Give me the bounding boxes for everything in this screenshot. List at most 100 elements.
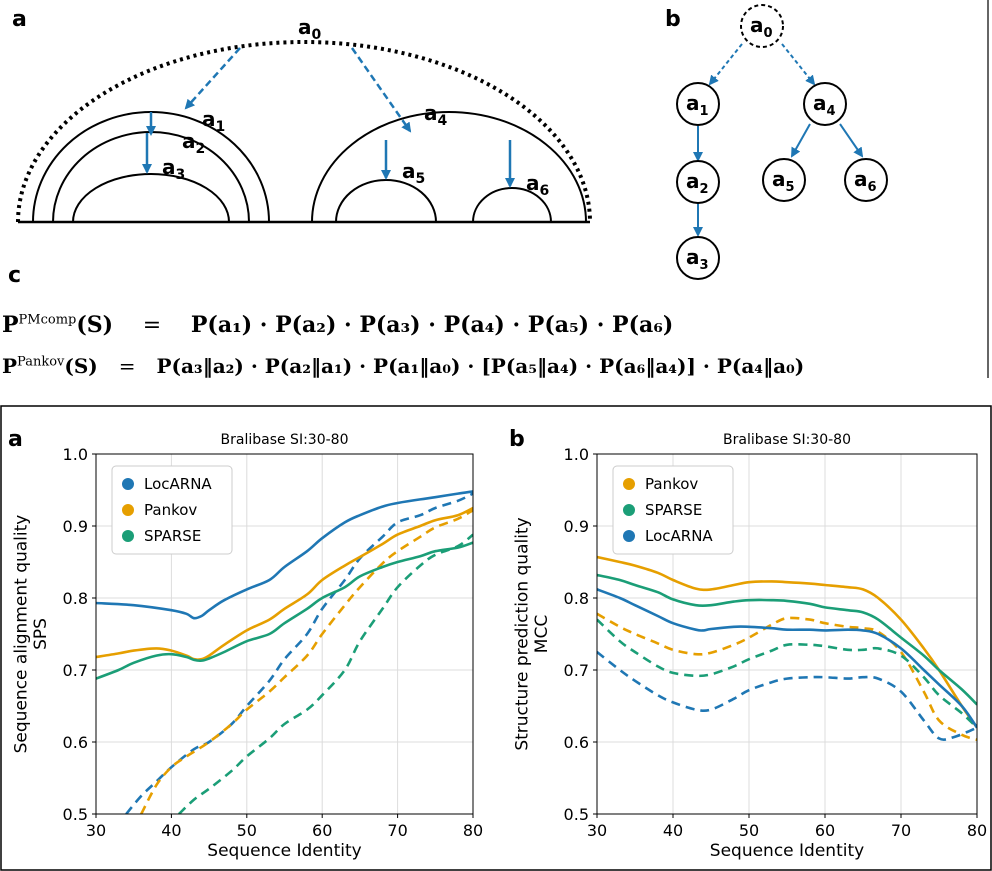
x-tick-label: 70: [387, 821, 407, 840]
series-line-sparse-solid: [597, 573, 977, 706]
legend-label: Pankov: [645, 475, 698, 493]
arc-a5: [335, 179, 437, 223]
arrow-a0-a4: [350, 47, 412, 133]
panel-label: a: [8, 427, 23, 452]
legend-marker: [623, 530, 635, 542]
arc-a2: [52, 131, 250, 223]
arc-label-a6: a6: [526, 171, 549, 199]
y-tick-label: 0.6: [564, 733, 589, 752]
tree-edge-a0-a1: [708, 43, 743, 86]
arc-labels: a0 a1 a2 a3 a4 a5 a6: [162, 15, 549, 199]
y-axis-label: Sequence alignment qualitySPS: [12, 515, 52, 754]
arc-arrows: [142, 47, 515, 188]
y-tick-label: 1.0: [63, 445, 88, 464]
y-axis-label-line2: SPS: [31, 618, 51, 650]
y-tick-label: 0.8: [564, 589, 589, 608]
tree-edge-a4-a6: [839, 123, 864, 158]
y-tick-label: 1.0: [564, 445, 589, 464]
legend-marker: [122, 530, 134, 542]
y-tick-label: 0.9: [63, 517, 88, 536]
x-tick-label: 80: [463, 821, 483, 840]
panel-label: b: [509, 427, 525, 452]
y-axis-label-line2: MCC: [532, 615, 552, 653]
x-tick-label: 40: [663, 821, 683, 840]
chart-sps: 30 40 50 60 70 80 0.5 0.6 0.7 0.8 0.9 1.0 Bralibase …: [8, 427, 483, 861]
bottom-figure-border: [0, 405, 992, 871]
axes-frame: [95, 453, 474, 815]
top-figure: a b c a0 a1 a2 a3 a4 a5 a6: [8, 0, 989, 378]
bottom-figure: 30 40 50 60 70 80 0.5 0.6 0.7 0.8 0.9 1.0 Bralibase …: [0, 405, 992, 871]
tree-label-a6: a6: [854, 167, 877, 195]
y-tick-label: 0.7: [63, 661, 88, 680]
chart-title: Bralibase SI:30-80: [723, 432, 851, 448]
legend-label: LocARNA: [645, 527, 713, 545]
x-tick-label: 80: [967, 821, 987, 840]
arc-diagram: [16, 40, 592, 224]
arc-label-a5: a5: [402, 159, 425, 187]
y-tick-label: 0.8: [63, 589, 88, 608]
x-tick-label: 60: [312, 821, 332, 840]
tree-edge-a4-a5: [791, 123, 811, 158]
tree-label-a4: a4: [813, 91, 836, 119]
axes-frame: [596, 453, 978, 815]
tree-label-a3: a3: [686, 245, 709, 273]
tree-label-a0: a0: [750, 13, 773, 41]
tree-node-a1: [676, 82, 720, 126]
series-line-locarna-dashed: [125, 492, 473, 814]
legend-box: [111, 465, 233, 555]
series-line-sparse-dashed: [597, 618, 977, 729]
series-line-pankov-solid: [96, 506, 473, 661]
x-tick-label: 50: [237, 821, 257, 840]
tree-node-a2: [676, 160, 720, 204]
y-axis-label-line1: Structure prediction quality: [513, 517, 533, 750]
x-axis-label: Sequence Identity: [710, 841, 864, 861]
tree-node-a6: [844, 158, 888, 202]
tree-node-a5: [762, 158, 806, 202]
tree-label-a1: a1: [686, 91, 709, 119]
arrow-a0-a1: [184, 47, 241, 110]
tree-node-a0: [740, 4, 784, 48]
x-tick-label: 30: [587, 821, 607, 840]
y-tick-label: 0.9: [564, 517, 589, 536]
arc-label-a1: a1: [202, 107, 225, 135]
legend-marker: [122, 504, 134, 516]
legend-marker: [122, 478, 134, 490]
legend-label: Pankov: [144, 501, 197, 519]
series-group: [96, 490, 473, 814]
y-tick-label: 0.5: [564, 805, 589, 824]
y-tick-label: 0.6: [63, 733, 88, 752]
series-line-pankov-solid: [597, 555, 977, 729]
legend-label: LocARNA: [144, 475, 212, 493]
tree-label-a2: a2: [686, 169, 709, 197]
tree-node-a3: [676, 236, 720, 280]
arc-label-a4: a4: [424, 101, 448, 129]
arc-a3: [72, 173, 230, 223]
equation-pmcomp: PPMcomp(S) = P(a₁) · P(a₂) · P(a₃) · P(a…: [2, 312, 674, 338]
series-line-locarna-dashed: [597, 650, 977, 741]
x-tick-label: 50: [739, 821, 759, 840]
y-axis-label: Structure prediction qualityMCC: [513, 517, 553, 750]
series-line-locarna-solid: [597, 588, 977, 729]
panel-label-c-top: c: [8, 263, 21, 288]
x-tick-label: 60: [815, 821, 835, 840]
tree-label-a5: a5: [772, 167, 795, 195]
series-group: [597, 555, 977, 742]
x-tick-label: 70: [891, 821, 911, 840]
legend-box: [612, 465, 734, 555]
chart-mcc: 30 40 50 60 70 80 0.5 0.6 0.7 0.8 0.9 1.0 Bralibase …: [509, 427, 987, 861]
x-tick-label: 40: [161, 821, 181, 840]
series-line-sparse-solid: [96, 541, 473, 680]
arc-label-a0: a0: [298, 15, 322, 43]
tree-edge-a0-a4: [781, 43, 816, 86]
series-line-pankov-dashed: [140, 509, 473, 814]
tree-diagram: a0 a1 a4 a2 a5 a6 a3: [676, 4, 888, 280]
tree-node-a4: [803, 82, 847, 126]
series-line-sparse-dashed: [178, 533, 473, 814]
arc-label-a2: a2: [182, 129, 205, 157]
panel-label-b-top: b: [665, 7, 681, 32]
y-tick-label: 0.5: [63, 805, 88, 824]
series-line-locarna-solid: [96, 490, 473, 620]
legend-label: SPARSE: [144, 527, 201, 545]
equation-pankov: PPankov(S) = P(a₃‖a₂) · P(a₂‖a₁) · P(a₁‖…: [2, 354, 805, 378]
series-line-pankov-dashed: [597, 612, 977, 742]
